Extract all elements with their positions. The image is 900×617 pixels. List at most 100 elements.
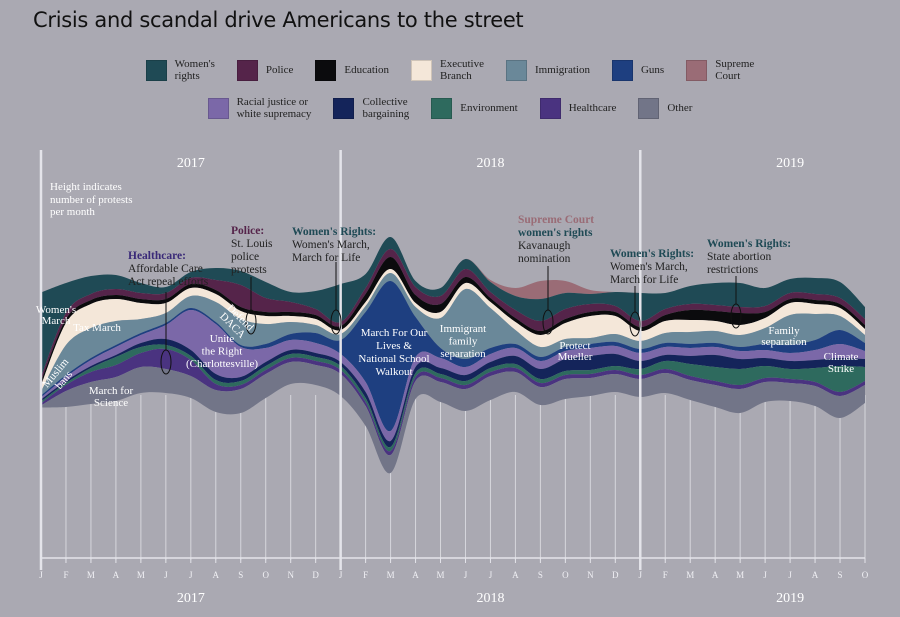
annotation-scotus: Supreme Court women's rights Kavanaugh nom… xyxy=(518,214,594,266)
annotation-healthcare: Healthcare: Affordable Care Act repeal ef… xyxy=(128,250,208,289)
x-tick-label: N xyxy=(587,570,594,580)
x-tick-label: M xyxy=(736,570,744,580)
annotation-marker xyxy=(629,311,641,337)
stream-layer-immigration xyxy=(41,272,865,396)
x-tick-label: J xyxy=(464,570,468,580)
annotation-heading: Healthcare: xyxy=(128,250,186,262)
stream-layer-executive xyxy=(41,268,865,392)
legend-item-supreme_court: Supreme Court xyxy=(686,58,754,82)
year-label-top: 2017 xyxy=(177,156,205,171)
annotation-heading: Police: xyxy=(231,225,265,237)
stream-label-tax_march: Tax March xyxy=(73,322,121,334)
x-tick-label: D xyxy=(312,570,319,580)
legend-item-collective: Collective bargaining xyxy=(333,96,409,120)
legend-swatch xyxy=(638,97,660,119)
legend-label: Women's rights xyxy=(174,58,215,82)
legend-swatch xyxy=(539,97,561,119)
legend-label: Supreme Court xyxy=(715,58,755,82)
stream-layer-guns xyxy=(41,280,865,432)
x-tick-label: O xyxy=(562,570,569,580)
x-tick-label: J xyxy=(489,570,493,580)
x-tick-label: A xyxy=(712,570,719,580)
x-tick-label: O xyxy=(262,570,269,580)
x-tick-label: M xyxy=(437,570,445,580)
annotation-text: State abortion restrictions xyxy=(707,251,772,276)
legend-swatch xyxy=(315,59,337,81)
stream-label-march_science: March for Science xyxy=(89,385,134,409)
legend-item-immigration: Immigration xyxy=(505,59,590,81)
legend-label: Executive Branch xyxy=(439,58,484,82)
annotation-text: Women's March, March for Life xyxy=(292,239,370,264)
annotation-heading: Women's Rights: xyxy=(707,238,792,250)
stream-label-womens_march: Women's March xyxy=(36,304,76,327)
x-tick-label: J xyxy=(763,570,767,580)
x-tick-label: S xyxy=(838,570,843,580)
gridlines xyxy=(40,395,866,560)
x-tick-label: A xyxy=(812,570,819,580)
legend-item-environment: Environment xyxy=(431,97,518,119)
x-tick-label: J xyxy=(39,570,43,580)
stream-label-march_lives: March For Our Lives & National School Walko… xyxy=(358,327,429,378)
annotation-police: Police: St. Louis police protests xyxy=(231,225,273,277)
annotation-marker xyxy=(730,303,742,329)
height-note: Height indicates number of protests per … xyxy=(50,181,133,218)
annotation-subheading: women's rights xyxy=(518,227,593,239)
legend-swatch xyxy=(431,97,453,119)
x-axis: J F M A M J J A S O N D J F M A M J J A S O N D J F M A M J J A S O 2017 20… xyxy=(39,156,869,606)
stream-label-mueller: Protect Mueller xyxy=(558,340,593,363)
annotation-marker xyxy=(330,309,342,335)
x-tick-label: J xyxy=(639,570,643,580)
year-label-bottom: 2017 xyxy=(177,591,205,606)
legend-swatch xyxy=(611,59,633,81)
annotation-marker xyxy=(542,309,554,335)
legend-swatch xyxy=(236,59,258,81)
x-tick-label: F xyxy=(663,570,668,580)
year-label-top: 2019 xyxy=(776,156,804,171)
x-tick-label: J xyxy=(788,570,792,580)
legend-label: Police xyxy=(265,64,294,76)
annotation-text: Kavanaugh nomination xyxy=(518,240,571,265)
x-tick-label: J xyxy=(164,570,168,580)
year-label-bottom: 2018 xyxy=(476,591,504,606)
x-tick-label: N xyxy=(287,570,294,580)
year-dividers xyxy=(39,150,642,570)
stream-label-immigrant: Immigrant family separation xyxy=(440,323,486,360)
legend-item-education: Education xyxy=(315,59,389,81)
x-tick-label: A xyxy=(412,570,419,580)
legend-swatch xyxy=(505,59,527,81)
legend-label: Other xyxy=(667,102,693,114)
annotation-text: Affordable Care Act repeal efforts xyxy=(128,263,209,288)
legend-swatch xyxy=(207,97,229,119)
annotation-wr2018: Women's Rights: Women's March, March for … xyxy=(292,226,376,265)
x-tick-label: A xyxy=(512,570,519,580)
x-tick-label: D xyxy=(612,570,619,580)
legend-row-2: Racial justice or white supremacy Collect… xyxy=(0,96,900,120)
legend-label: Education xyxy=(344,64,389,76)
legend-label: Racial justice or white supremacy xyxy=(236,96,312,120)
legend-label: Healthcare xyxy=(568,102,617,114)
x-tick-label: M xyxy=(87,570,95,580)
legend-item-womens_rights: Women's rights xyxy=(145,58,215,82)
stream-layer-environment xyxy=(41,344,865,452)
legend-label: Guns xyxy=(640,64,665,76)
legend-row-1: Women's rights Police Education Executive B… xyxy=(0,58,900,82)
x-tick-label: A xyxy=(213,570,220,580)
stream-label-family_sep: Family separation xyxy=(761,325,807,348)
x-tick-label: A xyxy=(113,570,120,580)
x-tick-label: S xyxy=(538,570,543,580)
x-tick-label: F xyxy=(363,570,368,580)
legend-swatch xyxy=(333,97,355,119)
stream-label-unite_right: Unite the Right (Charlottesville) xyxy=(186,333,258,370)
legend-label: Collective bargaining xyxy=(362,96,410,120)
x-tick-label: M xyxy=(686,570,694,580)
legend-item-healthcare: Healthcare xyxy=(539,97,617,119)
legend-swatch xyxy=(145,59,167,81)
annotation-text: Women's March, March for Life xyxy=(610,261,688,286)
legend-item-executive: Executive Branch xyxy=(410,58,484,82)
annotation-wr2019: Women's Rights: Women's March, March for … xyxy=(610,248,694,287)
stream-layer-other xyxy=(41,361,865,474)
legend-item-other: Other xyxy=(638,97,693,119)
year-label-bottom: 2019 xyxy=(776,591,804,606)
x-tick-label: F xyxy=(63,570,68,580)
